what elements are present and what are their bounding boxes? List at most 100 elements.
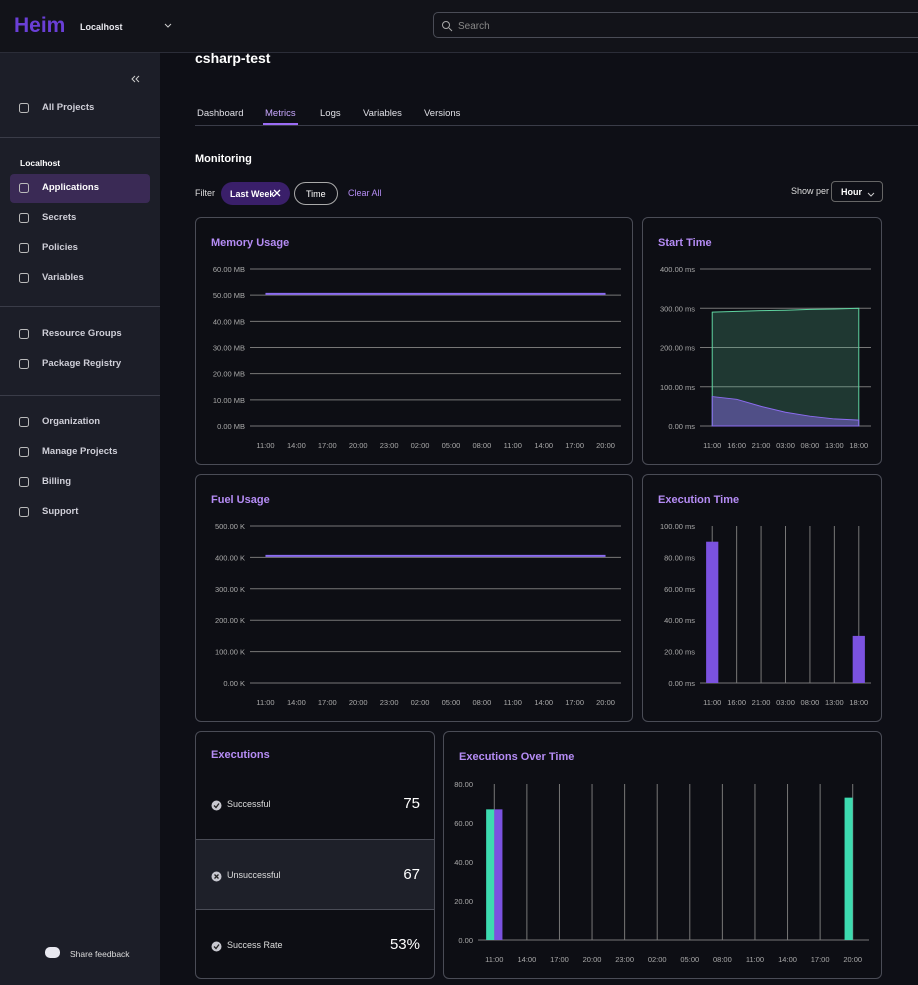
tab[interactable]: Versions: [424, 108, 461, 119]
nav-item[interactable]: All Projects: [42, 102, 95, 113]
stat-value: 75: [403, 795, 420, 812]
collapse-icon[interactable]: [129, 73, 141, 85]
search-box[interactable]: Search: [433, 12, 918, 38]
y-tick-label: 500.00 K: [215, 522, 245, 531]
x-tick-label: 23:00: [380, 441, 399, 450]
tab[interactable]: Variables: [363, 108, 402, 119]
x-tick-label: 20:00: [596, 441, 615, 450]
chart: Memory Usage 0.00 MB 10.00 MB 20.00 MB 30.00…: [211, 237, 621, 450]
x-tick-label: 08:00: [472, 441, 491, 450]
x-tick-label: 11:00: [256, 441, 274, 450]
x-icon[interactable]: [273, 187, 281, 199]
section-label: Localhost: [20, 158, 61, 168]
chart-title: Start Time: [658, 237, 712, 249]
y-tick-label: 40.00 MB: [213, 317, 245, 326]
show-per-label: Show per: [791, 186, 830, 196]
icon-shape: [19, 477, 29, 487]
chart-title: Memory Usage: [211, 237, 289, 249]
divider: [0, 306, 160, 307]
tab[interactable]: Metrics: [265, 108, 296, 119]
nav-icon: [19, 183, 29, 193]
feedback-icon[interactable]: [45, 947, 60, 958]
chart: Executions Over Time 0.00 20.00 40.00 60.00 8…: [454, 751, 869, 964]
nav-icon: [19, 507, 29, 517]
x-tick-label: 02:00: [411, 441, 430, 450]
y-tick-label: 300.00 K: [215, 585, 245, 594]
nav-item[interactable]: Secrets: [42, 212, 77, 223]
filter-chip-text: Last Week: [230, 189, 275, 199]
chevron-icon: [867, 192, 875, 197]
tab[interactable]: Logs: [320, 108, 341, 119]
executions-panel: Executions Successful 75 Unsuccessful 67 Succ…: [195, 731, 435, 979]
x-tick-label: 20:00: [583, 955, 602, 964]
search-placeholder: Search: [458, 21, 490, 32]
icon-shape: [19, 183, 29, 193]
x-tick-label: 03:00: [776, 441, 795, 450]
dropdown-icon[interactable]: [162, 20, 174, 32]
nav-item[interactable]: Package Registry: [42, 358, 122, 369]
search-icon: [442, 21, 453, 32]
chart-panel: Memory Usage 0.00 MB 10.00 MB 20.00 MB 30.00…: [195, 217, 633, 465]
chart-title: Execution Time: [658, 494, 739, 506]
x-tick-label: 02:00: [648, 955, 667, 964]
y-tick-label: 0.00 ms: [668, 422, 695, 431]
icon-shape: [19, 447, 29, 457]
icon-shape: [19, 329, 29, 339]
filter-chip-text: Time: [306, 189, 326, 199]
status-icon: [211, 869, 222, 882]
y-tick-label: 80.00: [454, 780, 473, 789]
nav-item[interactable]: Resource Groups: [42, 328, 122, 339]
nav-icon: [19, 103, 29, 113]
x-tick-label: 20:00: [349, 441, 368, 450]
page-title: csharp-test: [195, 50, 271, 66]
interval-text: Hour: [841, 187, 862, 197]
nav-item[interactable]: Support: [42, 506, 79, 517]
main: csharp-test Dashboard Metrics Logs Variables…: [160, 50, 918, 985]
nav-item[interactable]: Policies: [42, 242, 78, 253]
status-icon: [211, 798, 222, 811]
tab[interactable]: Dashboard: [197, 108, 244, 119]
x-tick-label: 21:00: [752, 441, 771, 450]
filter-label: Filter: [195, 188, 215, 198]
interval-select[interactable]: Hour: [831, 181, 883, 202]
filter-chip[interactable]: Last Week: [221, 182, 290, 205]
x-tick-label: 05:00: [680, 955, 699, 964]
y-tick-label: 200.00 ms: [660, 344, 695, 353]
y-tick-label: 80.00 ms: [664, 553, 695, 562]
y-tick-label: 0.00: [458, 936, 473, 945]
stat-row: Success Rate 53%: [196, 909, 434, 978]
chart: Fuel Usage 0.00 K 100.00 K 200.00 K 300.00 K…: [211, 494, 621, 707]
x-tick-label: 18:00: [849, 441, 868, 450]
icon-shape: [19, 507, 29, 517]
environment[interactable]: Localhost: [80, 22, 123, 32]
nav-item[interactable]: Manage Projects: [42, 446, 118, 457]
nav-icon: [19, 213, 29, 223]
status-icon-svg: [211, 871, 222, 882]
x-tick-label: 20:00: [843, 955, 862, 964]
y-tick-label: 50.00 MB: [213, 291, 245, 300]
filter-chip[interactable]: Time: [294, 182, 338, 205]
feedback[interactable]: Share feedback: [70, 949, 130, 959]
nav-item[interactable]: Organization: [42, 416, 101, 427]
nav-icon: [19, 273, 29, 283]
header: Heim Localhost Search: [0, 0, 918, 53]
nav-item[interactable]: Applications: [42, 182, 100, 193]
y-tick-label: 0.00 ms: [668, 679, 695, 688]
y-tick-label: 0.00 K: [223, 679, 245, 688]
clear-all[interactable]: Clear All: [348, 188, 382, 198]
sidebar: All Projects Localhost Applications Secrets…: [0, 53, 160, 985]
nav-item[interactable]: Variables: [42, 272, 84, 283]
chart-panel: Start Time 0.00 ms 100.00 ms 200.00 ms 300.0…: [642, 217, 882, 465]
x-tick-label: 13:00: [825, 441, 844, 450]
y-tick-label: 100.00 K: [215, 648, 245, 657]
status-icon-svg: [211, 941, 222, 952]
y-tick-label: 400.00 ms: [660, 265, 695, 274]
chevron: [866, 187, 876, 197]
nav-item[interactable]: Billing: [42, 476, 72, 487]
y-tick-label: 200.00 K: [215, 616, 245, 625]
y-tick-label: 20.00 ms: [664, 648, 695, 657]
x-tick-label: 21:00: [752, 698, 771, 707]
y-tick-label: 30.00 MB: [213, 344, 245, 353]
x-tick-label: 13:00: [825, 698, 844, 707]
stat-value: 67: [403, 866, 420, 883]
